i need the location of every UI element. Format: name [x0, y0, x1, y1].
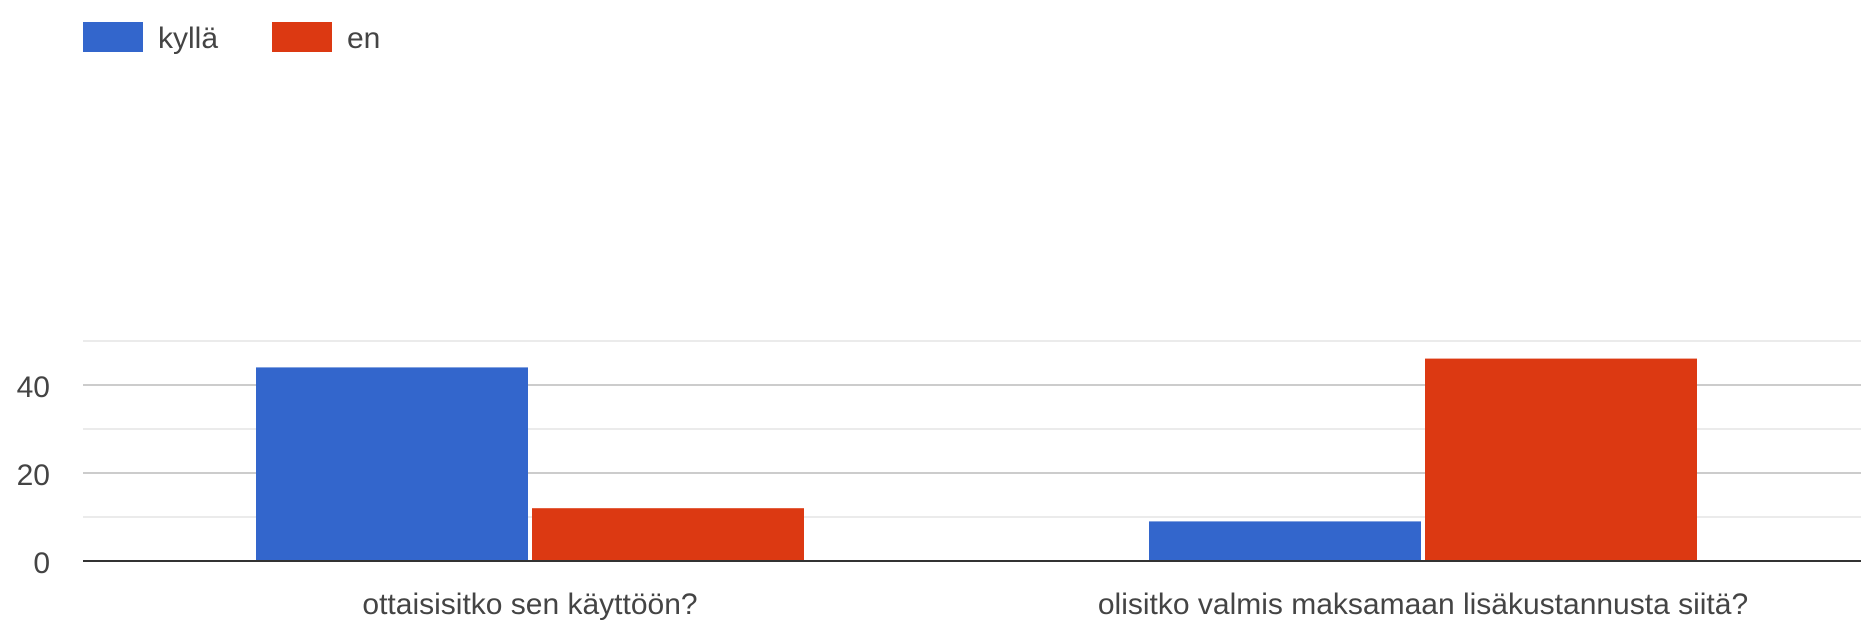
- x-category-label: olisitko valmis maksamaan lisäkustannust…: [1098, 588, 1748, 621]
- bar-en-2: [1425, 358, 1697, 561]
- x-category-label: ottaisisitko sen käyttöön?: [362, 588, 697, 621]
- legend-swatch-en: [272, 22, 332, 52]
- bar-kyllä-2: [1149, 521, 1421, 561]
- legend: kyllä en: [83, 22, 380, 55]
- bar-en-1: [532, 508, 804, 561]
- y-tick-label: 20: [17, 459, 50, 492]
- y-tick-label: 40: [17, 371, 50, 404]
- y-axis-ticks: 0 20 40: [17, 371, 50, 580]
- bar-kyllä-1: [256, 367, 528, 561]
- bars: [256, 358, 1697, 561]
- x-axis-labels: ottaisisitko sen käyttöön? olisitko valmi…: [362, 588, 1748, 621]
- legend-label-kyllä: kyllä: [158, 22, 218, 55]
- y-tick-label: 0: [33, 547, 50, 580]
- legend-label-en: en: [347, 22, 380, 55]
- legend-swatch-kyllä: [83, 22, 143, 52]
